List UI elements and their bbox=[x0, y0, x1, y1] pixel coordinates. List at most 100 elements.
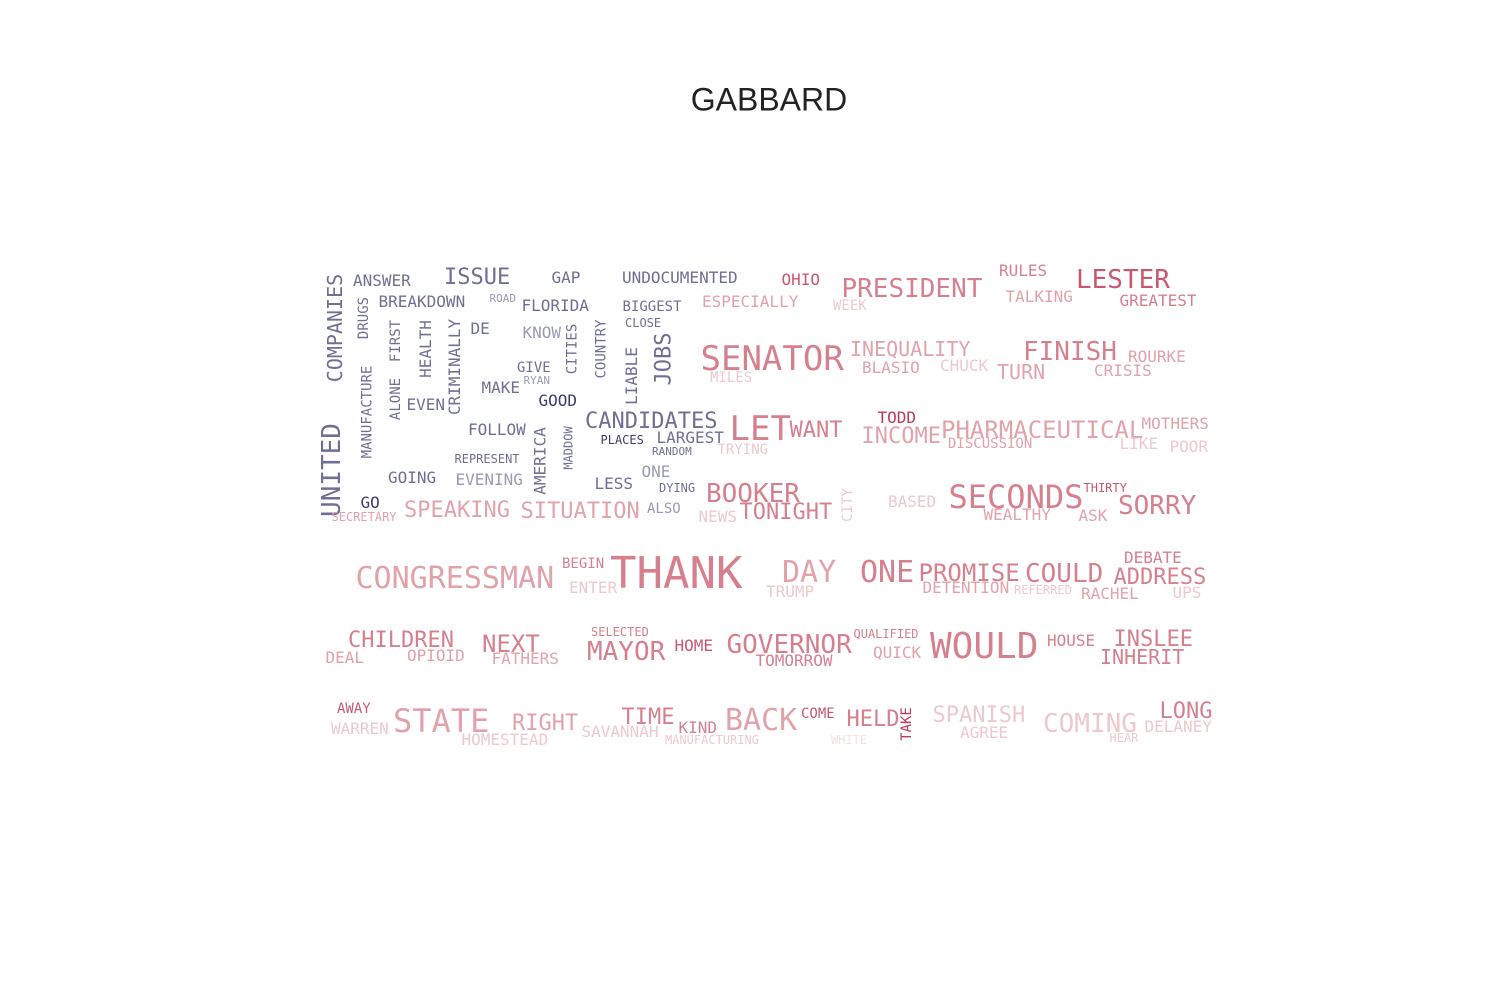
word-savannah: SAVANNAH bbox=[581, 722, 659, 741]
word-country: COUNTRY bbox=[593, 319, 610, 379]
word-rachel: RACHEL bbox=[1081, 584, 1139, 603]
word-speaking: SPEAKING bbox=[404, 498, 510, 523]
word-children: CHILDREN bbox=[348, 628, 454, 653]
word-selected: SELECTED bbox=[591, 625, 649, 639]
word-first: FIRST bbox=[388, 319, 405, 363]
word-mothers: MOTHERS bbox=[1141, 414, 1209, 433]
word-held: HELD bbox=[846, 707, 900, 732]
word-detention: DETENTION bbox=[922, 578, 1010, 597]
word-one: ONE bbox=[641, 462, 671, 481]
word-based: BASED bbox=[888, 492, 937, 511]
word-want: WANT bbox=[789, 418, 843, 443]
word-follow: FOLLOW bbox=[468, 420, 526, 439]
word-congressman: CONGRESSMAN bbox=[355, 561, 555, 596]
word-home: HOME bbox=[674, 636, 714, 655]
word-undocumented: UNDOCUMENTED bbox=[622, 268, 738, 287]
word-criminally: CRIMINALLY bbox=[445, 318, 465, 416]
word-next: NEXT bbox=[482, 630, 540, 658]
word-opioid: OPIOID bbox=[407, 646, 465, 665]
word-spanish: SPANISH bbox=[932, 703, 1026, 728]
word-thirty: THIRTY bbox=[1083, 481, 1127, 495]
word-talking: TALKING bbox=[1005, 287, 1073, 306]
word-gap: GAP bbox=[551, 268, 581, 287]
word-inslee: INSLEE bbox=[1113, 627, 1193, 652]
word-going: GOING bbox=[388, 468, 437, 487]
word-situation: SITUATION bbox=[520, 499, 640, 524]
word-florida: FLORIDA bbox=[521, 296, 589, 315]
word-quick: QUICK bbox=[873, 643, 922, 662]
word-state: STATE bbox=[393, 702, 490, 740]
word-city: CITY bbox=[839, 488, 856, 522]
word-fathers: FATHERS bbox=[491, 649, 559, 668]
word-biggest: BIGGEST bbox=[622, 299, 682, 315]
word-tonight: TONIGHT bbox=[739, 500, 833, 525]
word-manufacture: MANUFACTURE bbox=[358, 365, 375, 459]
word-time: TIME bbox=[621, 705, 675, 730]
word-trying: TRYING bbox=[717, 442, 769, 458]
word-jobs: JOBS bbox=[650, 332, 676, 386]
word-also: ALSO bbox=[647, 501, 681, 517]
word-united: UNITED bbox=[316, 423, 347, 517]
word-poor: POOR bbox=[1169, 437, 1209, 456]
word-warren: WARREN bbox=[331, 719, 389, 738]
word-answer: ANSWER bbox=[353, 271, 411, 290]
word-income: INCOME bbox=[861, 424, 941, 449]
word-would: WOULD bbox=[930, 626, 1039, 667]
word-finish: FINISH bbox=[1023, 337, 1117, 367]
word-governor: GOVERNOR bbox=[726, 630, 852, 660]
word-week: WEEK bbox=[833, 298, 867, 314]
word-give: GIVE bbox=[517, 360, 551, 376]
word-lester: LESTER bbox=[1076, 265, 1170, 295]
word-referred: REFERRED bbox=[1014, 583, 1072, 597]
word-thank: THANK bbox=[610, 548, 743, 599]
word-inherit: INHERIT bbox=[1100, 645, 1185, 669]
word-promise: PROMISE bbox=[918, 559, 1020, 587]
word-kind: KIND bbox=[678, 718, 718, 737]
word-greatest: GREATEST bbox=[1119, 291, 1197, 310]
word-less: LESS bbox=[594, 474, 634, 493]
word-ryan: RYAN bbox=[523, 373, 551, 387]
word-road: ROAD bbox=[489, 291, 517, 305]
word-largest: LARGEST bbox=[656, 428, 724, 447]
word-random: RANDOM bbox=[652, 444, 692, 458]
word-america: AMERICA bbox=[530, 427, 550, 495]
word-enter: ENTER bbox=[569, 578, 618, 597]
word-deal: DEAL bbox=[325, 648, 365, 667]
word-dying: DYING bbox=[659, 481, 696, 495]
word-represent: REPRESENT bbox=[454, 452, 520, 466]
word-breakdown: BREAKDOWN bbox=[378, 292, 466, 311]
word-president: PRESIDENT bbox=[841, 274, 983, 304]
word-wealthy: WEALTHY bbox=[983, 505, 1051, 524]
word-come: COME bbox=[801, 706, 835, 722]
word-secretary: SECRETARY bbox=[331, 510, 397, 524]
word-know: KNOW bbox=[522, 323, 562, 342]
word-homestead: HOMESTEAD bbox=[461, 730, 549, 749]
word-especially: ESPECIALLY bbox=[702, 292, 799, 311]
word-back: BACK bbox=[725, 703, 798, 738]
word-rourke: ROURKE bbox=[1128, 347, 1186, 366]
word-seconds: SECONDS bbox=[948, 478, 1084, 516]
word-rules: RULES bbox=[999, 261, 1048, 280]
word-health: HEALTH bbox=[415, 320, 435, 378]
word-hear: HEAR bbox=[1109, 731, 1139, 745]
word-turn: TURN bbox=[997, 360, 1046, 384]
word-chuck: CHUCK bbox=[940, 356, 989, 375]
word-delaney: DELANEY bbox=[1144, 717, 1212, 736]
word-debate: DEBATE bbox=[1124, 548, 1182, 567]
word-away: AWAY bbox=[337, 701, 371, 717]
word-ask: ASK bbox=[1078, 506, 1108, 525]
word-miles: MILES bbox=[710, 370, 753, 386]
word-issue: ISSUE bbox=[444, 265, 511, 290]
word-trump: TRUMP bbox=[766, 582, 815, 601]
word-let: LET bbox=[729, 409, 791, 449]
word-take: TAKE bbox=[898, 707, 915, 741]
word-agree: AGREE bbox=[960, 723, 1009, 742]
word-booker: BOOKER bbox=[706, 479, 800, 509]
word-address: ADDRESS bbox=[1113, 565, 1207, 590]
word-discussion: DISCUSSION bbox=[948, 436, 1033, 452]
word-crisis: CRISIS bbox=[1094, 361, 1152, 380]
word-evening: EVENING bbox=[455, 470, 523, 489]
word-ups: UPS bbox=[1172, 583, 1202, 602]
